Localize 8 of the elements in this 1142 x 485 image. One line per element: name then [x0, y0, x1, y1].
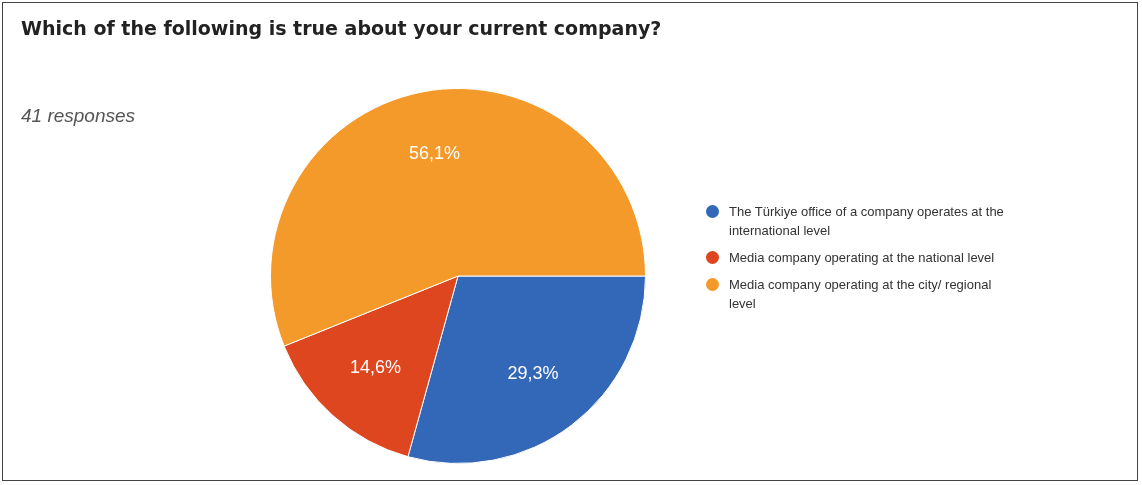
text: 41 responses: [21, 105, 136, 127]
data-label: 14,6%: [350, 357, 402, 378]
data-label: 29,3%: [507, 363, 559, 384]
legend-label: Media company operating at the city/ regional level: [729, 276, 993, 313]
legend-label: The Türkiye office of a company operates at the international level: [729, 203, 1005, 240]
data-label: 56,1%: [408, 143, 460, 164]
chart-title: Which of the following is true about your current company?: [21, 17, 662, 39]
legend-label: Media company operating at the national level: [729, 249, 995, 267]
